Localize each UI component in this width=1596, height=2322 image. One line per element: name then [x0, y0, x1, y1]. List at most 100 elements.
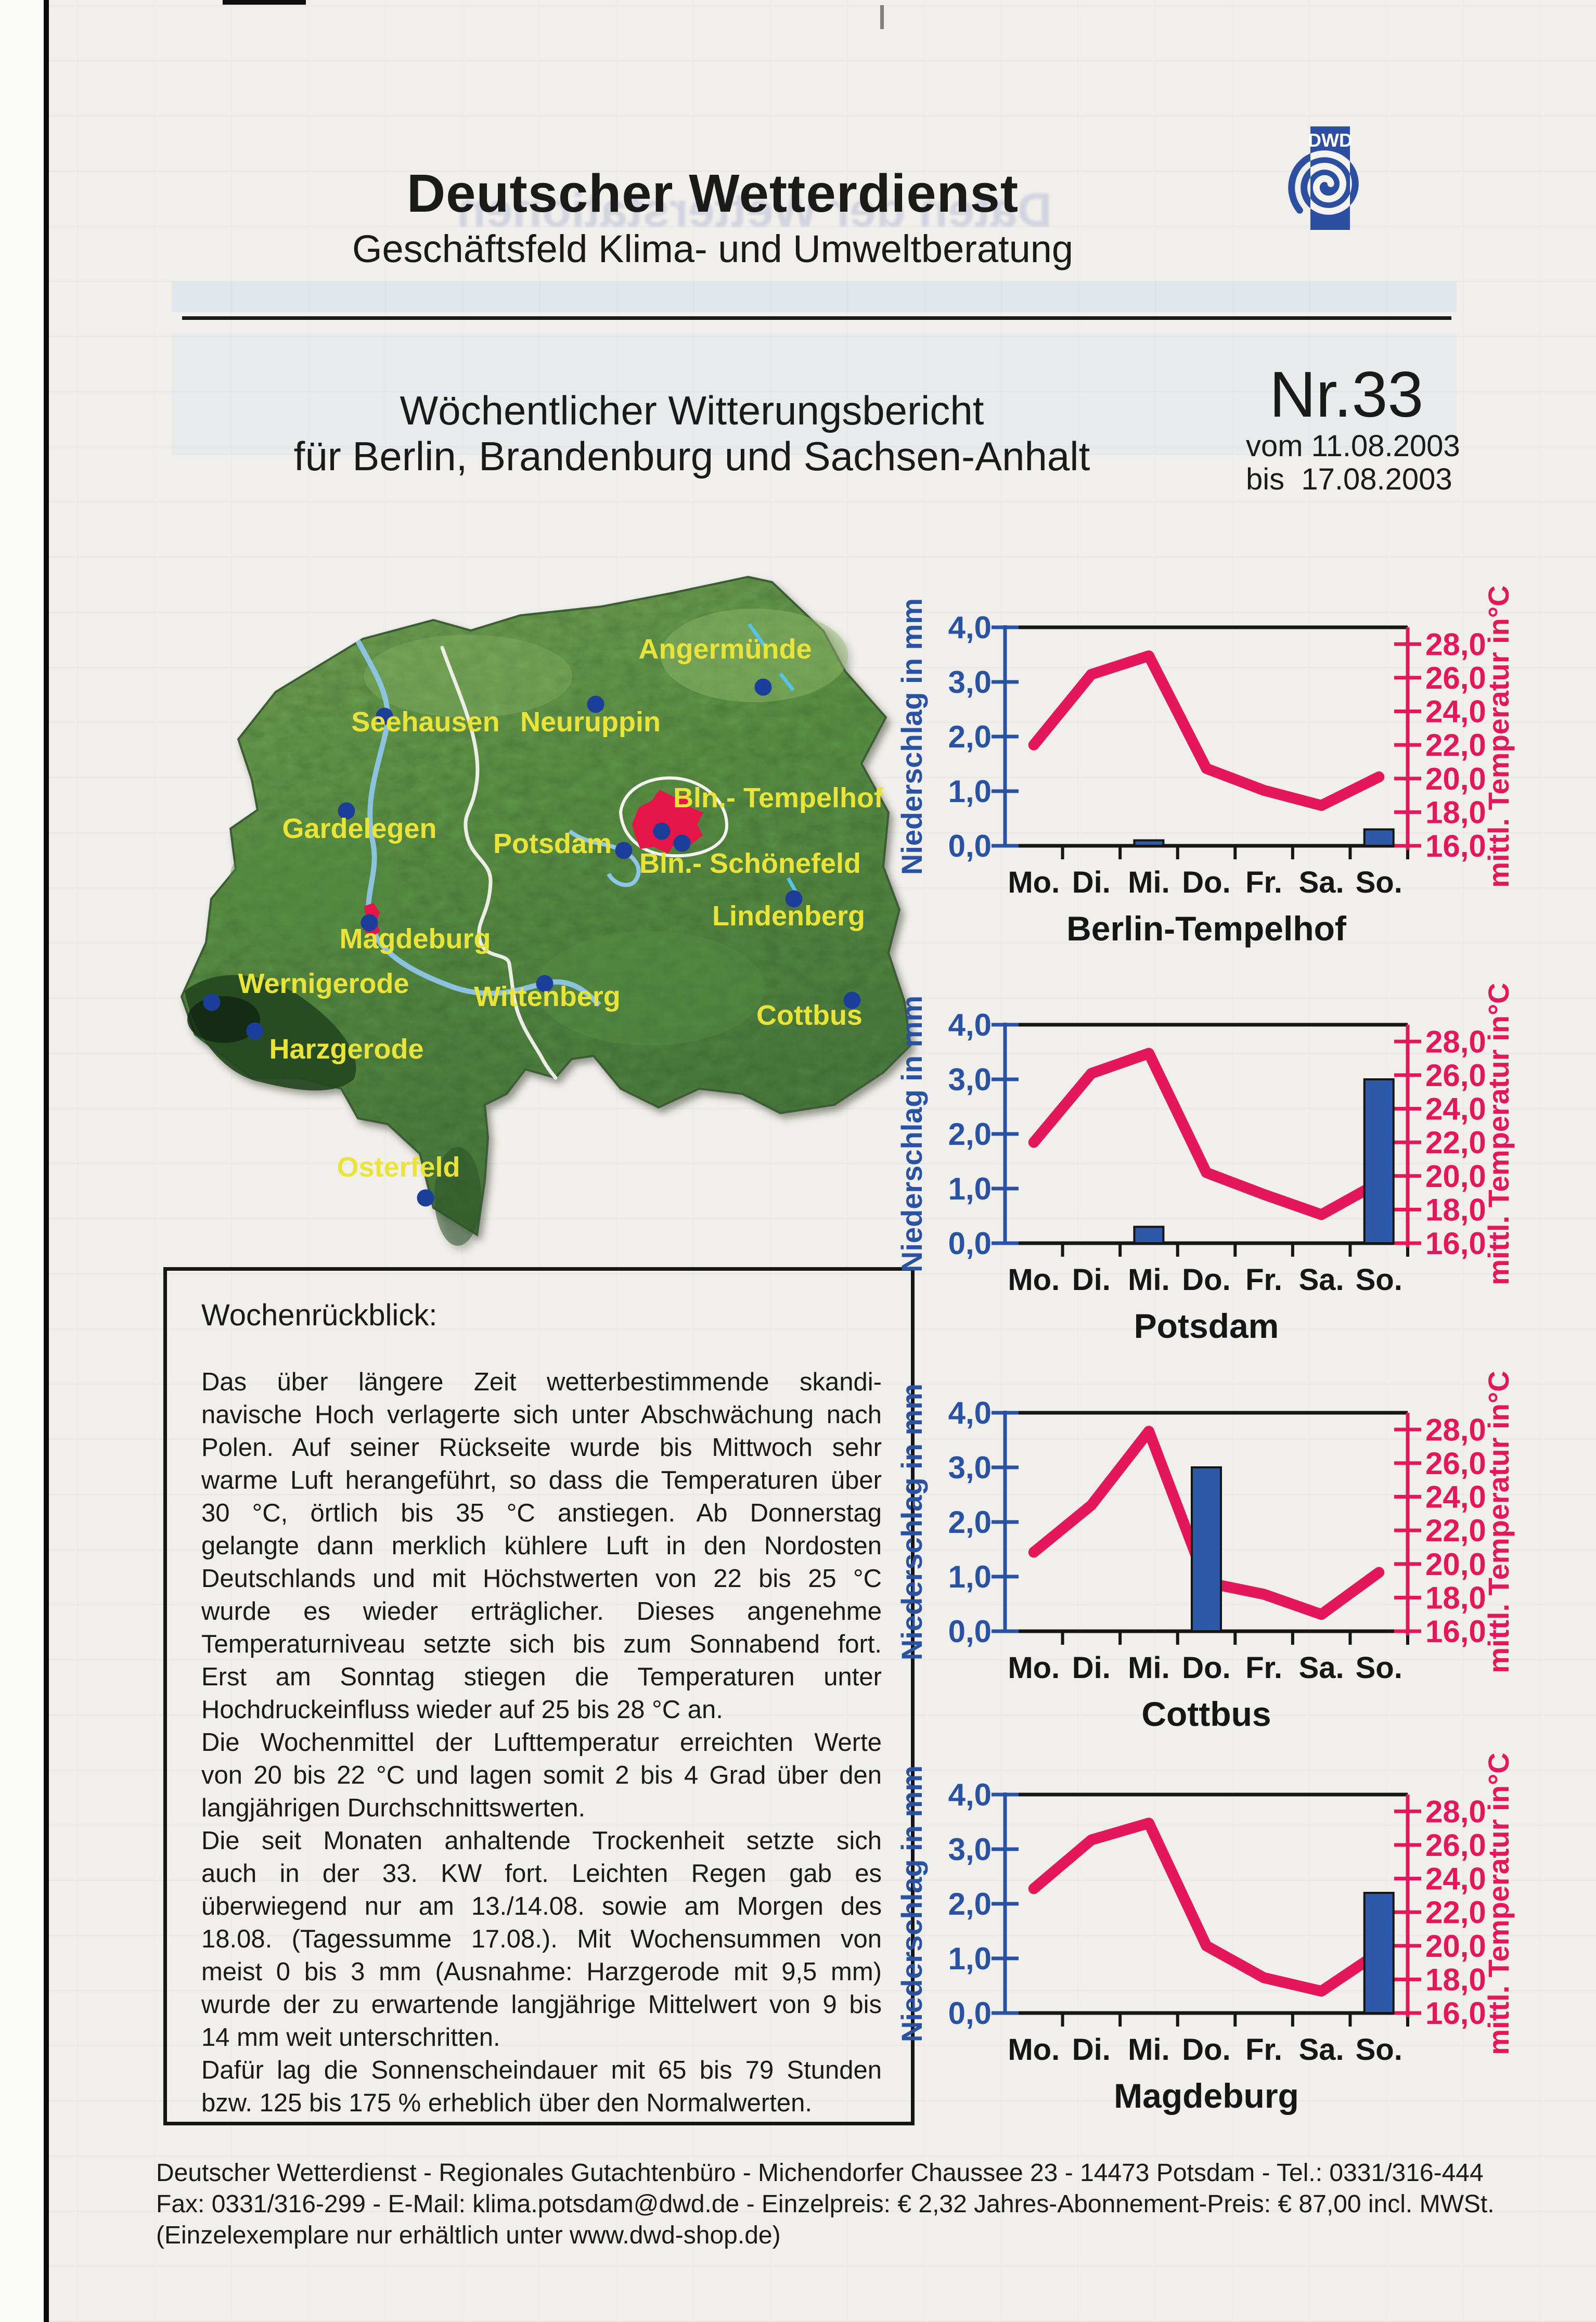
review-line: überwiegend nur am 13./14.08. sowie am M…	[201, 1892, 882, 1920]
review-line: wurde der zu erwartende langjährige Mitt…	[201, 1991, 882, 2019]
issue-number: Nr.33	[1269, 359, 1424, 431]
dwd-logo: DWD	[1288, 126, 1359, 230]
city-label: Osterfeld	[337, 1152, 460, 1183]
day-label: Mi.	[1128, 2033, 1170, 2067]
map-city-Harzgerode: Harzgerode	[246, 1022, 424, 1065]
station-dot	[785, 890, 803, 908]
right-axis-title: mittl. Temperatur in°C	[1482, 983, 1515, 1285]
right-tick-label: 24,0	[1425, 1092, 1486, 1127]
chart-title: Berlin-Tempelhof	[1066, 909, 1347, 948]
right-tick-label: 28,0	[1425, 1794, 1486, 1829]
day-label: Di.	[1072, 1263, 1111, 1297]
precipitation-bar	[1363, 828, 1395, 847]
left-tick-label: 3,0	[948, 1832, 992, 1867]
left-tick-label: 4,0	[948, 610, 992, 645]
right-tick-label: 16,0	[1425, 1614, 1486, 1649]
chart-title: Cottbus	[1141, 1695, 1271, 1733]
cyclone-spiral-icon	[1310, 150, 1350, 215]
right-tick-label: 22,0	[1425, 1895, 1486, 1930]
station-dot	[246, 1022, 264, 1040]
review-line: Die seit Monaten anhaltende Trockenheit …	[201, 1827, 882, 1855]
day-label: So.	[1356, 2033, 1402, 2067]
report-title-line2: für Berlin, Brandenburg und Sachsen-Anha…	[293, 433, 1090, 479]
day-label: Di.	[1072, 2033, 1111, 2067]
footer-line: Deutscher Wetterdienst - Regionales Guta…	[156, 2159, 1484, 2187]
review-line: Deutschlands und mit Höchstwerten von 22…	[201, 1565, 882, 1593]
terrain-highlight	[661, 609, 848, 702]
right-axis-title: mittl. Temperatur in°C	[1482, 1371, 1515, 1673]
review-paragraph: Die Wochenmittel der Lufttemperatur erre…	[201, 1726, 882, 1825]
right-tick-label: 24,0	[1425, 1862, 1486, 1897]
day-label: Sa.	[1299, 2033, 1344, 2067]
review-line: Erst am Sonntag stiegen die Temperaturen…	[201, 1663, 882, 1691]
day-label: Fr.	[1245, 1263, 1282, 1297]
right-tick-label: 26,0	[1425, 661, 1486, 695]
day-label: Fr.	[1245, 1651, 1282, 1685]
left-tick-label: 4,0	[948, 1396, 992, 1430]
map-city-Magdeburg: Magdeburg	[340, 914, 491, 954]
review-line: auch in der 33. KW fort. Leichten Regen …	[201, 1860, 882, 1888]
right-tick-label: 22,0	[1425, 728, 1486, 763]
issue-date-to: bis 17.08.2003	[1246, 462, 1452, 496]
station-dot	[536, 975, 554, 992]
station-dot	[653, 822, 671, 840]
terrain-shade	[536, 931, 765, 1046]
berlin-border	[619, 776, 729, 858]
map-city-Bln.- Schönefeld: Bln.- Schönefeld	[639, 834, 861, 879]
precipitation-bar	[1133, 839, 1165, 847]
city-label: Neuruppin	[520, 706, 661, 738]
scan-margin	[0, 0, 44, 2322]
left-tick-label: 2,0	[948, 1887, 992, 1921]
scan-artifact	[223, 0, 306, 5]
logo-text: DWD	[1308, 130, 1353, 151]
right-tick-label: 26,0	[1425, 1828, 1486, 1863]
review-paragraph: Die seit Monaten anhaltende Trockenheit …	[201, 1825, 882, 2054]
right-axis-title: mittl. Temperatur in°C	[1482, 1752, 1515, 2055]
left-tick-label: 3,0	[948, 1062, 992, 1097]
right-tick-label: 18,0	[1425, 795, 1486, 830]
org-name: Deutscher Wetterdienst	[406, 163, 1019, 223]
review-line: wurde es wieder erträglicher. Dieses ang…	[201, 1597, 882, 1626]
right-tick-label: 18,0	[1425, 1580, 1486, 1615]
issue-date-from: vom 11.08.2003	[1246, 429, 1460, 463]
right-tick-label: 28,0	[1425, 627, 1486, 662]
review-line: Die Wochenmittel der Lufttemperatur erre…	[201, 1728, 882, 1757]
org-division: Geschäftsfeld Klima- und Umweltberatung	[352, 227, 1074, 270]
right-tick-label: 26,0	[1425, 1058, 1486, 1093]
station-dot	[587, 695, 604, 713]
header-divider	[182, 316, 1451, 320]
left-axis-title: Niederschlag in mm	[895, 1384, 928, 1660]
chart-Berlin-Tempelhof: 4,0 3,0 2,0 1,0 0,0 28,026,024,022,020,018,01…	[895, 585, 1515, 948]
left-axis-title: Niederschlag in mm	[895, 598, 928, 875]
city-label: Bln.- Tempelhof	[673, 782, 884, 814]
scan-edge-line	[44, 0, 49, 2322]
day-label: Mi.	[1128, 866, 1170, 899]
station-dot	[754, 678, 772, 696]
right-tick-label: 20,0	[1425, 1929, 1486, 1964]
state-border	[440, 646, 558, 1080]
left-tick-label: 2,0	[948, 1117, 992, 1152]
review-line: Polen. Auf seiner Rückseite wurde bis Mi…	[201, 1434, 882, 1462]
terrain-highlight	[364, 635, 572, 718]
map-city-Potsdam: Potsdam	[493, 828, 633, 859]
review-line: 14 mm weit unterschritten.	[201, 2023, 500, 2052]
station-dot	[417, 1189, 434, 1207]
right-tick-label: 18,0	[1425, 1192, 1486, 1227]
city-label: Harzgerode	[269, 1034, 423, 1065]
day-label: Fr.	[1245, 2033, 1282, 2067]
left-tick-label: 1,0	[948, 1171, 992, 1206]
map-city-Wernigerode: Wernigerode	[203, 968, 409, 1011]
review-line: Hochdruckeinfluss wieder auf 25 bis 28 °…	[201, 1696, 723, 1724]
day-label: Mo.	[1008, 866, 1060, 899]
left-tick-label: 4,0	[948, 1777, 992, 1812]
left-tick-label: 0,0	[948, 829, 992, 863]
precipitation-bar	[1133, 1226, 1165, 1244]
map-city-Gardelegen: Gardelegen	[282, 802, 437, 844]
city-label: Wittenberg	[474, 981, 621, 1012]
chart-Cottbus: 4,0 3,0 2,0 1,0 0,0 28,026,024,022,020,018,01…	[895, 1371, 1515, 1733]
temperature-line	[1028, 650, 1385, 811]
city-label: Potsdam	[493, 828, 612, 859]
